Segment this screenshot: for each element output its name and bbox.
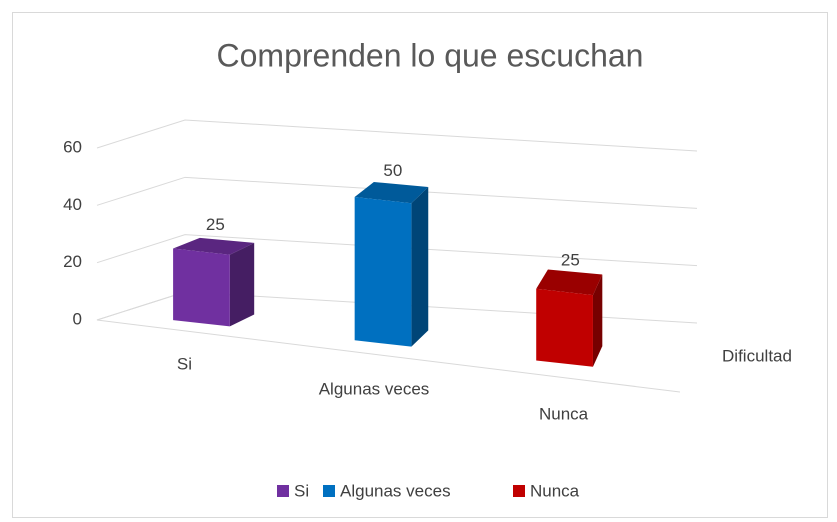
bar-side [592, 274, 603, 367]
x-tick-label: Nunca [539, 404, 589, 423]
grid-line [96, 176, 698, 209]
legend-swatch [513, 485, 525, 497]
bar-side [411, 186, 429, 347]
bar [173, 237, 255, 327]
data-label: 25 [206, 215, 225, 234]
legend-swatch [323, 485, 335, 497]
y-tick-label: 20 [63, 252, 82, 271]
bar-top [536, 269, 603, 296]
legend-label: Si [294, 481, 309, 500]
bar-side [229, 242, 255, 327]
x-tick-label: Si [177, 354, 192, 373]
data-label: 50 [383, 161, 402, 180]
bar-front [536, 288, 593, 367]
legend-label: Nunca [530, 481, 580, 500]
chart-title: Comprenden lo que escuchan [217, 37, 644, 73]
bar-top [173, 237, 255, 255]
bar-front [173, 248, 230, 327]
y-tick-label: 0 [73, 309, 82, 328]
x-axis-title: Dificultad [722, 346, 792, 365]
legend-label: Algunas veces [340, 481, 451, 500]
bar [354, 182, 429, 347]
y-tick-label: 60 [63, 137, 82, 156]
grid-line [96, 119, 698, 152]
y-tick-label: 40 [63, 195, 82, 214]
data-label: 25 [561, 251, 580, 270]
legend-swatch [277, 485, 289, 497]
bar-top [354, 182, 429, 204]
bar [536, 269, 603, 367]
x-tick-label: Algunas veces [319, 379, 430, 398]
grid-line [96, 234, 698, 267]
bar-front [354, 196, 412, 347]
